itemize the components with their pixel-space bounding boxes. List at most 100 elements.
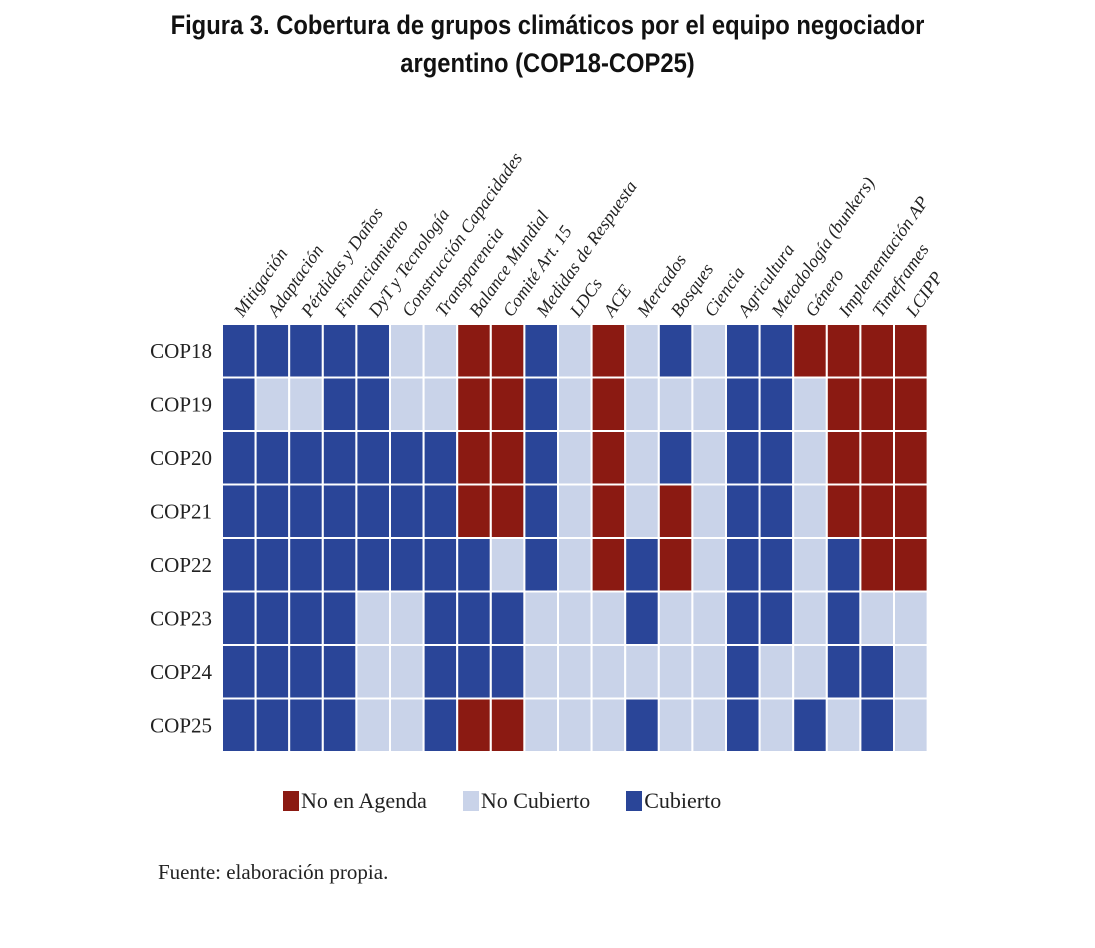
heatmap-cell-cop21-adaptacion xyxy=(254,483,291,539)
heatmap-cell-cop25-transparencia xyxy=(422,697,459,753)
heatmap-cell-cop18-metodologia-bunkers xyxy=(758,323,795,379)
heatmap-cell-cop25-medidas-de-respuesta xyxy=(523,697,560,753)
heatmap-cell-cop23-ldcs xyxy=(557,590,593,646)
heatmap-cell-cop24-lcipp xyxy=(893,644,929,700)
heatmap-cell-cop22-financiamiento xyxy=(321,537,358,593)
heatmap-cell-cop18-timeframes xyxy=(859,323,896,379)
heatmap-cell-cop23-construccion-capacidades xyxy=(389,590,425,646)
row-labels: COP18 COP19 COP20 COP21 COP22 COP23 COP24 COP25 xyxy=(150,339,212,738)
legend: No en Agenda No Cubierto Cubierto xyxy=(283,784,757,818)
heatmap-cell-cop20-mitigacion xyxy=(221,430,257,486)
heatmap-cell-cop21-transparencia xyxy=(422,483,459,539)
heatmap-cell-cop19-ace xyxy=(590,376,627,432)
legend-label-no-en-agenda: No en Agenda xyxy=(301,788,427,813)
row-label-cop23: COP23 xyxy=(150,606,212,630)
row-label-cop18: COP18 xyxy=(150,339,212,363)
heatmap-cell-cop23-perdidas-y-danos xyxy=(288,590,324,646)
heatmap-cell-cop23-transparencia xyxy=(422,590,459,646)
heatmap-cell-cop24-genero xyxy=(792,644,828,700)
heatmap-cell-cop21-balance-mundial xyxy=(456,483,492,539)
heatmap-cell-cop22-ldcs xyxy=(557,537,593,593)
heatmap-cell-cop24-ace xyxy=(590,644,627,700)
legend-item-no-cubierto: No Cubierto xyxy=(462,788,590,814)
heatmap-cell-cop18-ciencia xyxy=(691,323,728,379)
heatmap-cell-cop21-timeframes xyxy=(859,483,896,539)
heatmap-cell-cop24-balance-mundial xyxy=(456,644,492,700)
heatmap-cell-cop19-balance-mundial xyxy=(456,376,492,432)
heatmap-cell-cop20-ace xyxy=(590,430,627,486)
legend-swatch-cubierto xyxy=(626,791,643,811)
heatmap-cell-cop22-metodologia-bunkers xyxy=(758,537,795,593)
heatmap-cell-cop24-agricultura xyxy=(725,644,761,700)
heatmap-cell-cop19-mitigacion xyxy=(221,376,257,432)
heatmap-cell-cop18-medidas-de-respuesta xyxy=(523,323,560,379)
legend-item-cubierto: Cubierto xyxy=(626,788,721,814)
heatmap-cell-cop25-metodologia-bunkers xyxy=(758,697,795,753)
heatmap-cell-cop23-ace xyxy=(590,590,627,646)
heatmap-cell-cop23-implementacion-ap xyxy=(825,590,862,646)
chart-title: Figura 3. Cobertura de grupos climáticos… xyxy=(66,6,1030,82)
heatmap-cell-cop18-bosques xyxy=(657,323,694,379)
heatmap-cell-cop23-medidas-de-respuesta xyxy=(523,590,560,646)
heatmap-cell-cop20-implementacion-ap xyxy=(825,430,862,486)
heatmap-cell-cop18-agricultura xyxy=(725,323,761,379)
heatmap-cell-cop25-bosques xyxy=(657,697,694,753)
heatmap-cell-cop21-mercados xyxy=(624,483,660,539)
heatmap-cell-cop19-timeframes xyxy=(859,376,896,432)
heatmap-cell-cop18-adaptacion xyxy=(254,323,291,379)
heatmap-cell-cop20-perdidas-y-danos xyxy=(288,430,324,486)
heatmap-cell-cop24-adaptacion xyxy=(254,644,291,700)
heatmap-cell-cop23-adaptacion xyxy=(254,590,291,646)
heatmap-cell-cop19-dyt-y-tecnologia xyxy=(355,376,391,432)
heatmap-cell-cop21-genero xyxy=(792,483,828,539)
heatmap-cell-cop25-adaptacion xyxy=(254,697,291,753)
heatmap-cell-cop24-perdidas-y-danos xyxy=(288,644,324,700)
heatmap-cell-cop23-genero xyxy=(792,590,828,646)
heatmap-cell-cop20-construccion-capacidades xyxy=(389,430,425,486)
heatmap-cell-cop24-comite-art-15 xyxy=(489,644,526,700)
heatmap-cell-cop20-genero xyxy=(792,430,828,486)
heatmap-cell-cop21-agricultura xyxy=(725,483,761,539)
heatmap-cell-cop21-mitigacion xyxy=(221,483,257,539)
heatmap-cell-cop22-timeframes xyxy=(859,537,896,593)
heatmap-cell-cop18-ldcs xyxy=(557,323,593,379)
heatmap-cell-cop25-ace xyxy=(590,697,627,753)
heatmap-cell-cop24-dyt-y-tecnologia xyxy=(355,644,391,700)
heatmap-cell-cop22-agricultura xyxy=(725,537,761,593)
heatmap-cell-cop23-ciencia xyxy=(691,590,728,646)
heatmap-cell-cop24-bosques xyxy=(657,644,694,700)
heatmap-cell-cop21-ldcs xyxy=(557,483,593,539)
heatmap-cell-cop22-implementacion-ap xyxy=(825,537,862,593)
heatmap-cells xyxy=(221,323,929,753)
heatmap-cell-cop25-dyt-y-tecnologia xyxy=(355,697,391,753)
heatmap-cell-cop23-agricultura xyxy=(725,590,761,646)
heatmap-cell-cop20-agricultura xyxy=(725,430,761,486)
heatmap-cell-cop22-transparencia xyxy=(422,537,459,593)
heatmap-cell-cop21-implementacion-ap xyxy=(825,483,862,539)
heatmap-cell-cop22-perdidas-y-danos xyxy=(288,537,324,593)
heatmap-cell-cop25-ldcs xyxy=(557,697,593,753)
heatmap-cell-cop23-financiamiento xyxy=(321,590,358,646)
heatmap-cell-cop20-timeframes xyxy=(859,430,896,486)
heatmap-cell-cop20-ldcs xyxy=(557,430,593,486)
heatmap-cell-cop25-lcipp xyxy=(893,697,929,753)
heatmap-cell-cop19-comite-art-15 xyxy=(489,376,526,432)
heatmap-cell-cop19-lcipp xyxy=(893,376,929,432)
heatmap-cell-cop22-genero xyxy=(792,537,828,593)
heatmap-cell-cop25-agricultura xyxy=(725,697,761,753)
heatmap-cell-cop24-mitigacion xyxy=(221,644,257,700)
heatmap-cell-cop21-lcipp xyxy=(893,483,929,539)
heatmap-cell-cop19-perdidas-y-danos xyxy=(288,376,324,432)
heatmap-cell-cop18-comite-art-15 xyxy=(489,323,526,379)
heatmap-cell-cop19-financiamiento xyxy=(321,376,358,432)
legend-swatch-no-en-agenda xyxy=(283,791,299,811)
heatmap-cell-cop24-financiamiento xyxy=(321,644,358,700)
heatmap-cell-cop19-transparencia xyxy=(422,376,459,432)
heatmap-cell-cop20-lcipp xyxy=(893,430,929,486)
heatmap-cell-cop25-genero xyxy=(792,697,828,753)
heatmap-cell-cop20-balance-mundial xyxy=(456,430,492,486)
row-label-cop24: COP24 xyxy=(150,660,212,684)
heatmap-cell-cop21-perdidas-y-danos xyxy=(288,483,324,539)
heatmap-cell-cop22-ciencia xyxy=(691,537,728,593)
